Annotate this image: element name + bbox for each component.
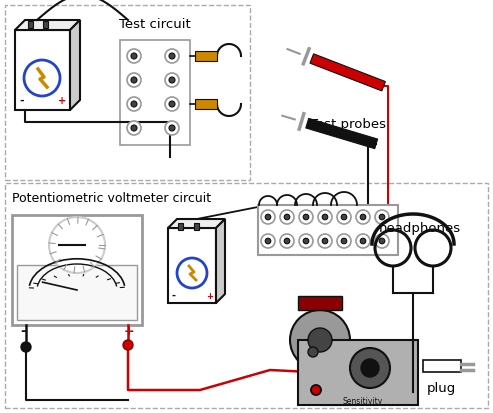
Circle shape — [318, 210, 332, 224]
Bar — [15, 30, 70, 110]
Circle shape — [127, 49, 141, 63]
Bar — [298, 296, 342, 310]
Text: +: + — [58, 96, 66, 106]
Circle shape — [308, 347, 318, 357]
Polygon shape — [306, 119, 378, 149]
Circle shape — [299, 234, 313, 248]
Circle shape — [322, 238, 328, 244]
Circle shape — [341, 214, 347, 220]
Text: Test probes: Test probes — [310, 118, 386, 131]
Polygon shape — [168, 219, 225, 228]
Bar — [298, 340, 418, 405]
Circle shape — [169, 53, 175, 59]
Circle shape — [303, 214, 309, 220]
Polygon shape — [15, 20, 80, 30]
Circle shape — [284, 238, 290, 244]
Polygon shape — [70, 20, 80, 110]
Circle shape — [127, 73, 141, 87]
Text: Sensitivity: Sensitivity — [343, 397, 383, 406]
Circle shape — [311, 385, 321, 395]
Circle shape — [165, 49, 179, 63]
Text: +: + — [206, 292, 213, 301]
Circle shape — [127, 97, 141, 111]
Circle shape — [337, 234, 351, 248]
Bar — [168, 228, 216, 303]
Bar — [120, 40, 190, 145]
Circle shape — [165, 121, 179, 135]
Text: Test circuit: Test circuit — [119, 18, 191, 31]
Circle shape — [284, 214, 290, 220]
Circle shape — [318, 234, 332, 248]
Circle shape — [261, 234, 275, 248]
Bar — [43, 21, 48, 28]
Bar — [195, 99, 217, 109]
Circle shape — [303, 238, 309, 244]
Circle shape — [265, 214, 271, 220]
Circle shape — [308, 328, 332, 352]
Circle shape — [131, 77, 137, 83]
Circle shape — [375, 234, 389, 248]
Circle shape — [169, 101, 175, 107]
Circle shape — [177, 258, 207, 288]
Circle shape — [360, 238, 366, 244]
Circle shape — [379, 214, 385, 220]
Circle shape — [379, 238, 385, 244]
Circle shape — [127, 121, 141, 135]
Bar — [5, 5, 250, 180]
Bar — [17, 265, 137, 320]
Circle shape — [123, 340, 133, 350]
Polygon shape — [216, 219, 225, 303]
Polygon shape — [310, 54, 386, 91]
Circle shape — [280, 210, 294, 224]
Circle shape — [265, 238, 271, 244]
Circle shape — [169, 77, 175, 83]
Circle shape — [131, 101, 137, 107]
Circle shape — [341, 238, 347, 244]
Circle shape — [280, 234, 294, 248]
Circle shape — [361, 359, 379, 377]
Circle shape — [131, 53, 137, 59]
Circle shape — [360, 214, 366, 220]
Circle shape — [375, 210, 389, 224]
Bar — [194, 223, 199, 230]
Bar — [5, 183, 488, 408]
Circle shape — [165, 73, 179, 87]
Bar — [28, 21, 33, 28]
Circle shape — [49, 217, 105, 273]
Circle shape — [290, 310, 350, 370]
Circle shape — [21, 342, 31, 352]
Text: -: - — [171, 291, 175, 301]
Circle shape — [350, 348, 390, 388]
Text: -: - — [20, 324, 26, 338]
Circle shape — [337, 210, 351, 224]
Circle shape — [131, 125, 137, 131]
Text: headphones: headphones — [379, 222, 461, 235]
Circle shape — [169, 125, 175, 131]
Text: -: - — [19, 96, 24, 106]
Text: +: + — [124, 325, 135, 338]
Circle shape — [299, 210, 313, 224]
Circle shape — [261, 210, 275, 224]
Circle shape — [165, 97, 179, 111]
Bar — [195, 51, 217, 61]
Circle shape — [24, 60, 60, 96]
Text: Potentiometric voltmeter circuit: Potentiometric voltmeter circuit — [12, 192, 211, 205]
Bar — [12, 215, 142, 325]
Circle shape — [356, 234, 370, 248]
Bar — [423, 360, 461, 372]
Text: plug: plug — [426, 382, 456, 395]
Bar — [178, 223, 183, 230]
Circle shape — [322, 214, 328, 220]
Bar — [258, 205, 398, 255]
Circle shape — [356, 210, 370, 224]
